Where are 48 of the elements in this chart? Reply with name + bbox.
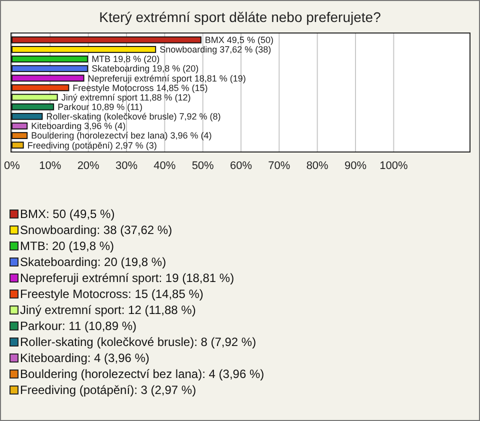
text: Kiteboarding: 4 (3,96 %) [20, 351, 150, 366]
data-label: Freediving (potápění) 2,97 % (3) [27, 140, 157, 150]
text: Roller-skating (kolečkové brusle): 8 (7,92 %) [20, 335, 256, 350]
x-tick-label: 100% [380, 160, 408, 172]
bar [12, 142, 24, 149]
text: Parkour: 11 (10,89 %) [20, 319, 137, 334]
text: Snowboarding: 38 (37,62 %) [20, 223, 172, 238]
data-label: Freestyle Motocross 14,85 % (15) [72, 82, 208, 93]
text: Nepreferuji extrémní sport: 19 (18,81 %) [20, 271, 234, 286]
data-label: Skateboarding 19,8 % (20) [92, 64, 199, 74]
chart-title: Který extrémní sport děláte nebo preferujete? [99, 9, 382, 25]
bar [12, 56, 88, 62]
data-label: Kiteboarding 3,96 % (4) [31, 121, 126, 132]
x-tick-label: 40% [154, 160, 176, 172]
data-label: Nepreferuji extrémní sport 18,81 % (19) [88, 73, 246, 84]
data-label: Snowboarding 37,62 % (38) [160, 44, 272, 55]
bar [12, 74, 84, 82]
text: Freediving (potápění): 3 (2,97 %) [20, 383, 196, 398]
data-label: Bouldering (horolezectví bez lana) 3,96 % (4) [31, 130, 212, 141]
bar [12, 103, 54, 110]
bar [12, 132, 28, 140]
bar [12, 122, 28, 130]
x-tick-label: 70% [268, 160, 290, 172]
x-tick-label: 30% [115, 160, 138, 172]
bar [12, 84, 70, 92]
text: Bouldering (horolezectví bez lana): 4 (3,96 %) [20, 367, 264, 382]
bar [12, 94, 58, 101]
text: Skateboarding: 20 (19,8 %) [20, 255, 166, 270]
x-tick-label: 90% [344, 160, 367, 172]
text: BMX: 50 (49,5 %) [20, 207, 115, 222]
data-label: Jiný extremní sport 11,88 % (12) [61, 92, 191, 102]
bar [12, 65, 88, 72]
data-label: Roller-skating (kolečkové brusle) 7,92 % (8) [46, 112, 221, 122]
data-label: BMX 49,5 % (50) [204, 35, 274, 46]
bar [12, 112, 43, 120]
x-tick-label: 50% [192, 160, 214, 172]
x-tick-label: 10% [39, 160, 62, 172]
x-tick-label: 0% [4, 160, 20, 172]
bar [12, 36, 202, 44]
data-label: Parkour 10,89 % (11) [58, 102, 142, 112]
data-label: MTB 19,8 % (20) [92, 54, 160, 64]
x-tick-label: 60% [230, 160, 252, 172]
text: Jiný extremní sport: 12 (11,88 %) [20, 303, 196, 318]
x-tick-label: 80% [306, 160, 329, 172]
text: MTB: 20 (19,8 %) [20, 239, 114, 254]
bar [12, 46, 156, 53]
text: Freestyle Motocross: 15 (14,85 %) [20, 287, 204, 302]
x-tick-label: 20% [77, 160, 100, 172]
